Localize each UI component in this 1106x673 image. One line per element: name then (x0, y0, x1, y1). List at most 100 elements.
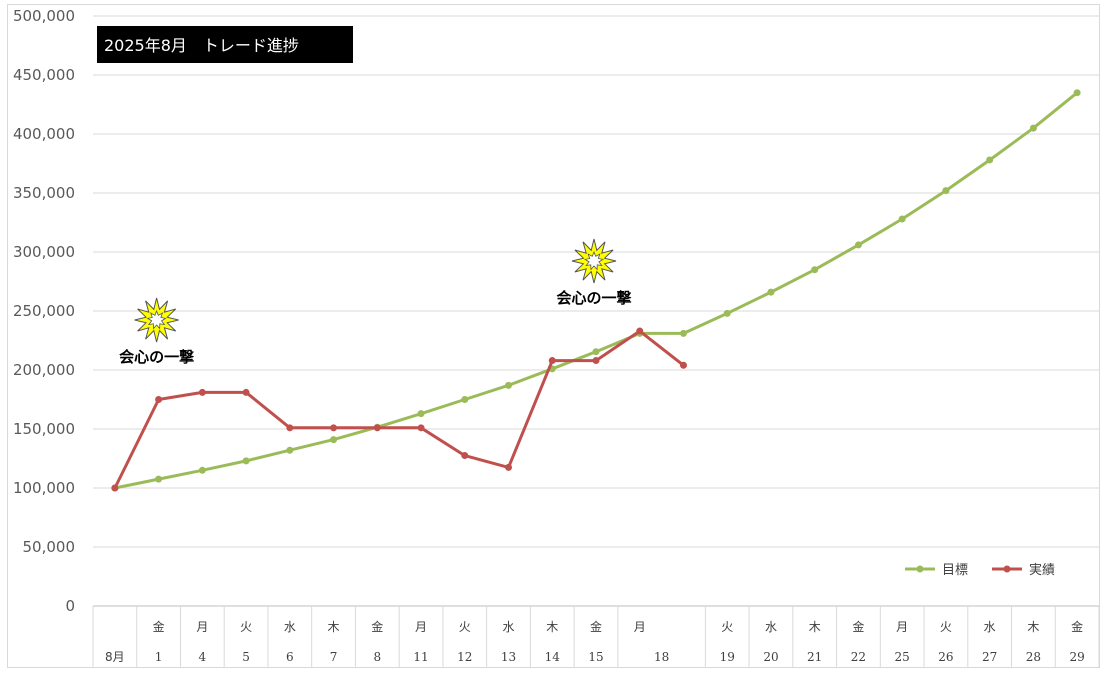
x-weekday-label: 水 (284, 620, 296, 634)
x-weekday-label: 金 (590, 619, 602, 634)
legend-item: 実績 (992, 562, 1055, 578)
x-day-label: 22 (851, 650, 866, 664)
y-tick-label: 150,000 (13, 420, 75, 438)
annotation: 会心の一撃 (119, 297, 194, 366)
data-point (592, 348, 600, 356)
x-weekday-label: 火 (240, 620, 252, 634)
data-point (505, 463, 513, 471)
legend-label: 実績 (1029, 562, 1055, 578)
x-weekday-label: 水 (765, 620, 777, 634)
x-weekday-label: 月 (634, 620, 646, 634)
x-weekday-label: 水 (503, 620, 515, 634)
x-day-label: 6 (286, 650, 294, 664)
data-point (986, 156, 994, 164)
chart-area-border (7, 4, 1100, 668)
x-day-label: 1 (155, 650, 163, 664)
x-day-label: 26 (938, 650, 953, 664)
series-実績 (111, 327, 687, 492)
x-day-label: 18 (654, 650, 669, 664)
x-weekday-label: 木 (328, 620, 340, 634)
y-tick-label: 50,000 (23, 538, 76, 556)
data-point (461, 452, 469, 460)
data-point (242, 457, 250, 465)
data-point (854, 241, 862, 249)
legend-item: 目標 (905, 563, 968, 578)
x-day-label: 19 (720, 650, 735, 664)
x-day-label: 7 (330, 650, 338, 664)
starburst-center (584, 250, 604, 271)
legend-swatch-marker (916, 565, 924, 573)
x-axis: 8月金1月4火5水6木7金8月11火12水13木14金15月18火19水20木2… (92, 605, 1100, 667)
x-day-label: 12 (457, 650, 472, 664)
chart-title: 2025年8月 トレード進捗 (104, 36, 299, 55)
x-weekday-label: 木 (1027, 620, 1039, 634)
y-tick-label: 250,000 (13, 302, 75, 320)
annotation-label: 会心の一撃 (119, 348, 194, 366)
data-point (155, 475, 163, 483)
data-point (286, 424, 294, 432)
annotation: 会心の一撃 (556, 238, 632, 307)
data-point (286, 446, 294, 454)
y-tick-label: 350,000 (13, 184, 75, 202)
data-point (723, 309, 731, 317)
data-point (242, 388, 250, 396)
x-day-label: 25 (895, 650, 910, 664)
y-tick-label: 300,000 (13, 243, 75, 261)
x-day-label: 15 (588, 650, 603, 664)
series-layer (111, 89, 1081, 492)
data-point (592, 357, 600, 365)
x-weekday-label: 金 (371, 619, 383, 634)
data-point (898, 215, 906, 223)
data-point (417, 424, 425, 432)
x-weekday-label: 金 (153, 619, 165, 634)
x-weekday-label: 金 (852, 619, 864, 634)
data-point (811, 266, 819, 274)
data-point (111, 484, 119, 492)
x-weekday-label: 木 (546, 620, 558, 634)
x-day-label: 13 (501, 650, 516, 664)
y-tick-label: 200,000 (13, 361, 75, 379)
data-point (636, 327, 644, 335)
data-point (417, 410, 425, 418)
starburst-center (146, 309, 167, 330)
data-point (679, 361, 687, 369)
data-point (942, 187, 950, 195)
x-day-label: 14 (545, 650, 561, 664)
x-weekday-label: 水 (984, 620, 996, 634)
data-point (155, 396, 163, 403)
data-point (679, 329, 687, 337)
x-weekday-label: 火 (721, 620, 733, 634)
annotation-label: 会心の一撃 (556, 289, 631, 307)
y-tick-label: 0 (65, 597, 75, 615)
x-day-label: 21 (807, 650, 822, 664)
chart-title-background (97, 26, 353, 63)
legend-swatch-marker (1003, 565, 1011, 573)
x-day-label: 5 (242, 650, 250, 664)
data-point (330, 424, 338, 432)
x-day-label: 28 (1026, 650, 1041, 664)
y-axis: 0 50,000 100,000 150,000 200,000 250,000 300,0… (13, 7, 75, 615)
x-weekday-label: 火 (459, 620, 471, 634)
x-day-label: 27 (982, 650, 997, 664)
data-point (767, 288, 775, 296)
x-weekday-label: 月 (896, 620, 908, 634)
data-point (330, 436, 338, 444)
data-point (198, 388, 206, 396)
data-point (461, 396, 469, 403)
data-point (505, 381, 513, 389)
x-weekday-label: 月 (196, 620, 208, 634)
series-目標 (111, 89, 1081, 492)
x-day-label: 20 (763, 650, 778, 664)
data-point (1029, 124, 1037, 132)
chart-title-box: 2025年8月 トレード進捗 (97, 26, 353, 63)
x-weekday-label: 木 (809, 620, 821, 634)
x-day-label: 8月 (105, 650, 125, 664)
x-weekday-label: 月 (415, 620, 427, 634)
x-day-label: 4 (199, 650, 207, 664)
legend-label: 目標 (942, 563, 968, 578)
x-day-label: 29 (1069, 650, 1084, 664)
y-tick-label: 100,000 (13, 479, 75, 497)
series-line (113, 329, 685, 489)
x-weekday-label: 金 (1071, 619, 1083, 634)
